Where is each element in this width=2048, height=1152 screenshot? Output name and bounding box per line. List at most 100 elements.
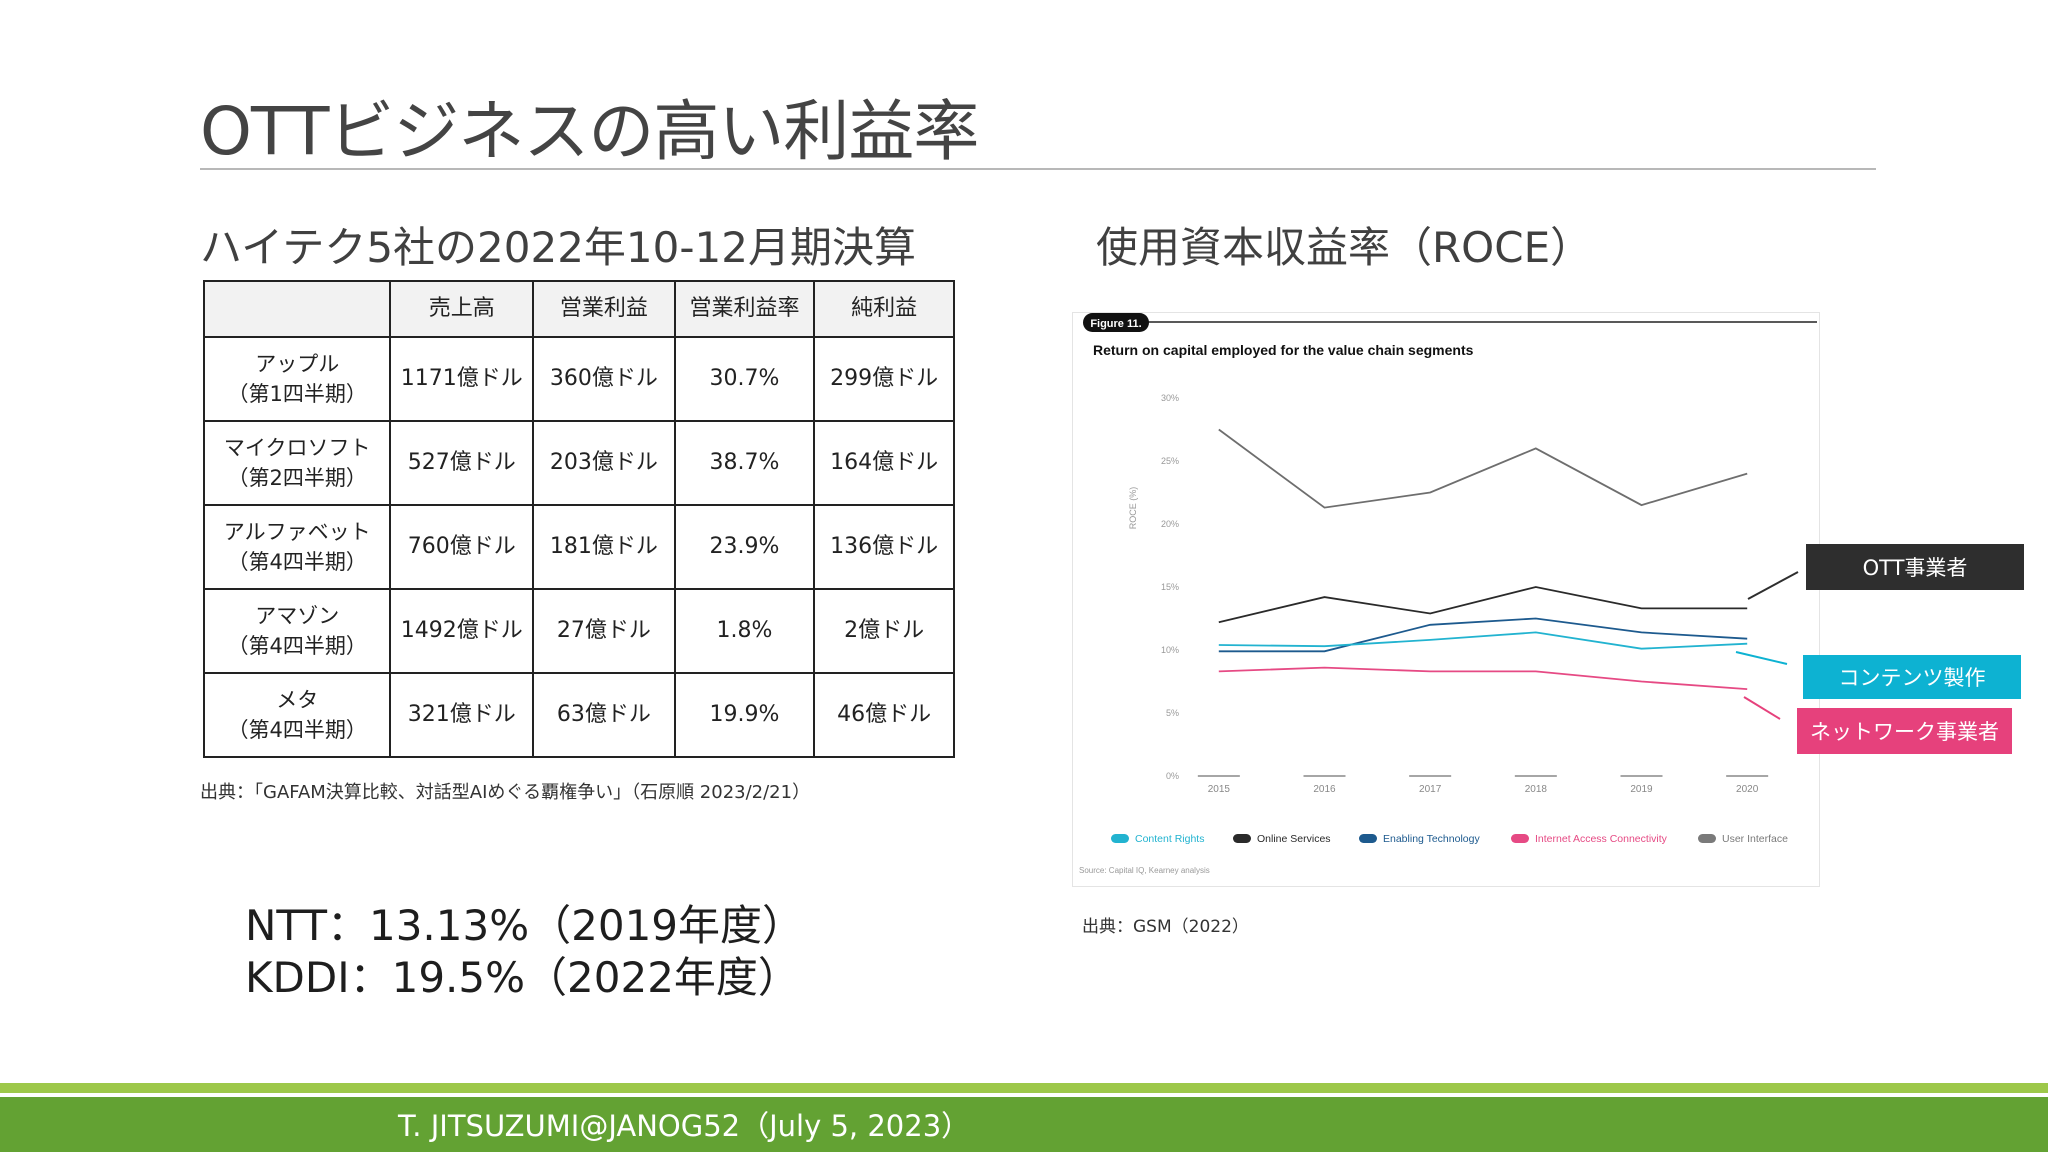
ott-callout: OTT事業者 bbox=[1806, 544, 2024, 590]
series-line-user-interface bbox=[1218, 428, 1748, 509]
x-tick-label: 2019 bbox=[1630, 784, 1653, 795]
net-income-cell: 136億ドル bbox=[813, 504, 955, 590]
y-tick-label: 30% bbox=[1161, 393, 1179, 403]
margin-cell: 23.9% bbox=[673, 504, 816, 590]
y-tick-label: 0% bbox=[1166, 771, 1179, 781]
operating-income-cell: 181億ドル bbox=[532, 504, 676, 590]
operating-income-cell: 63億ドル bbox=[532, 672, 676, 758]
content-connector bbox=[1735, 651, 1788, 665]
series-line-online-services bbox=[1218, 586, 1748, 624]
y-ticks: 0% 5% 10% 15% 20% 25% 30% bbox=[1161, 393, 1179, 781]
metrics-block: NTT：13.13%（2019年度） KDDI：19.5%（2022年度） bbox=[245, 900, 804, 1004]
x-tick-label: 2017 bbox=[1419, 784, 1442, 795]
series-line-internet-access-connectivity bbox=[1218, 666, 1748, 690]
revenue-cell: 760億ドル bbox=[389, 504, 535, 590]
y-tick-label: 20% bbox=[1161, 519, 1179, 529]
company-name: アップル bbox=[255, 351, 340, 376]
ott-connector bbox=[1747, 571, 1799, 600]
company-cell: アマゾン （第4四半期） bbox=[202, 588, 392, 674]
margin-cell: 1.8% bbox=[673, 588, 816, 674]
y-tick-label: 10% bbox=[1161, 645, 1179, 655]
earnings-table: 売上高 営業利益 営業利益率 純利益 アップル （第1四半期） 1171億ドル 3… bbox=[202, 280, 955, 758]
company-name: アマゾン bbox=[255, 603, 340, 628]
x-tick-label: 2015 bbox=[1208, 784, 1231, 795]
legend-label: Online Services bbox=[1257, 833, 1331, 845]
table-header-row: 売上高 営業利益 営業利益率 純利益 bbox=[202, 280, 955, 338]
legend-label: Content Rights bbox=[1135, 833, 1204, 845]
title-divider bbox=[200, 168, 1876, 170]
left-heading: ハイテク5社の2022年10-12月期決算 bbox=[200, 223, 916, 272]
legend-label: User Interface bbox=[1722, 833, 1788, 845]
net-income-cell: 299億ドル bbox=[813, 336, 955, 422]
legend-swatch bbox=[1698, 834, 1716, 843]
company-name: メタ bbox=[276, 687, 319, 712]
net-income-cell: 46億ドル bbox=[813, 672, 955, 758]
y-tick-label: 15% bbox=[1161, 582, 1179, 592]
figure-label-pill bbox=[1083, 313, 1149, 332]
company-period: （第2四半期） bbox=[227, 466, 367, 490]
net-income-cell: 2億ドル bbox=[813, 588, 955, 674]
x-tick-label: 2016 bbox=[1313, 784, 1336, 795]
net-income-cell: 164億ドル bbox=[813, 420, 955, 506]
revenue-cell: 1171億ドル bbox=[389, 336, 535, 422]
chart-source-note: 出典：GSM（2022） bbox=[1082, 917, 1249, 937]
x-axis: 2015 2016 2017 2018 2019 2020 bbox=[1197, 775, 1769, 795]
company-cell: マイクロソフト （第2四半期） bbox=[202, 420, 392, 506]
series-line-enabling-technology bbox=[1218, 617, 1748, 653]
table-header-margin: 営業利益率 bbox=[673, 280, 816, 338]
company-cell: アップル （第1四半期） bbox=[202, 336, 392, 422]
margin-cell: 38.7% bbox=[673, 420, 816, 506]
table-row: アルファベット （第4四半期） 760億ドル 181億ドル 23.9% 136億ド… bbox=[202, 504, 955, 590]
operating-income-cell: 360億ドル bbox=[532, 336, 676, 422]
margin-cell: 19.9% bbox=[673, 672, 816, 758]
slide-title: OTTビジネスの高い利益率 bbox=[200, 93, 979, 170]
chart-title: Return on capital employed for the value… bbox=[1093, 342, 1474, 358]
table-header-operating-income: 営業利益 bbox=[532, 280, 676, 338]
legend-swatch bbox=[1111, 834, 1129, 843]
y-axis-label: ROCE (%) bbox=[1128, 487, 1138, 530]
x-tick-label: 2018 bbox=[1525, 784, 1548, 795]
company-cell: アルファベット （第4四半期） bbox=[202, 504, 392, 590]
company-name: マイクロソフト bbox=[223, 435, 371, 460]
footer-bar bbox=[0, 1097, 2048, 1152]
chart-source: Source: Capital IQ, Kearney analysis bbox=[1079, 866, 1210, 875]
table-row: マイクロソフト （第2四半期） 527億ドル 203億ドル 38.7% 164億ド… bbox=[202, 420, 955, 506]
series-line-content-rights bbox=[1218, 631, 1748, 650]
legend-swatch bbox=[1233, 834, 1251, 843]
footer-accent bbox=[0, 1083, 2048, 1093]
table-row: アップル （第1四半期） 1171億ドル 360億ドル 30.7% 299億ドル bbox=[202, 336, 955, 422]
metric-kddi: KDDI：19.5%（2022年度） bbox=[245, 953, 800, 1002]
y-tick-label: 25% bbox=[1161, 456, 1179, 466]
company-period: （第1四半期） bbox=[227, 382, 367, 406]
footer-text: T. JITSUZUMI@JANOG52（July 5, 2023） bbox=[398, 1109, 971, 1143]
company-cell: メタ （第4四半期） bbox=[202, 672, 392, 758]
content-callout: コンテンツ製作 bbox=[1803, 655, 2021, 699]
revenue-cell: 527億ドル bbox=[389, 420, 535, 506]
table-header-net-income: 純利益 bbox=[813, 280, 955, 338]
legend-label: Internet Access Connectivity bbox=[1535, 833, 1668, 845]
operating-income-cell: 27億ドル bbox=[532, 588, 676, 674]
table-row: メタ （第4四半期） 321億ドル 63億ドル 19.9% 46億ドル bbox=[202, 672, 955, 758]
roce-chart: Figure 11. Return on capital employed fo… bbox=[1079, 313, 1817, 875]
company-period: （第4四半期） bbox=[227, 634, 367, 658]
right-heading: 使用資本収益率（ROCE） bbox=[1096, 223, 1593, 272]
roce-chart-card: Figure 11. Return on capital employed fo… bbox=[1072, 312, 1820, 887]
operating-income-cell: 203億ドル bbox=[532, 420, 676, 506]
series-lines bbox=[1218, 428, 1748, 690]
company-period: （第4四半期） bbox=[227, 550, 367, 574]
company-name: アルファベット bbox=[223, 519, 371, 544]
figure-label: Figure 11. bbox=[1090, 318, 1141, 330]
chart-legend: Content Rights Online Services Enabling Te… bbox=[1111, 833, 1788, 845]
revenue-cell: 1492億ドル bbox=[389, 588, 535, 674]
legend-label: Enabling Technology bbox=[1383, 833, 1480, 845]
table-header-corner bbox=[202, 280, 392, 338]
revenue-cell: 321億ドル bbox=[389, 672, 535, 758]
margin-cell: 30.7% bbox=[673, 336, 816, 422]
company-period: （第4四半期） bbox=[227, 718, 367, 742]
x-tick-label: 2020 bbox=[1736, 784, 1759, 795]
metric-ntt: NTT：13.13%（2019年度） bbox=[245, 901, 805, 950]
network-connector bbox=[1743, 696, 1781, 720]
legend-swatch bbox=[1511, 834, 1529, 843]
table-row: アマゾン （第4四半期） 1492億ドル 27億ドル 1.8% 2億ドル bbox=[202, 588, 955, 674]
